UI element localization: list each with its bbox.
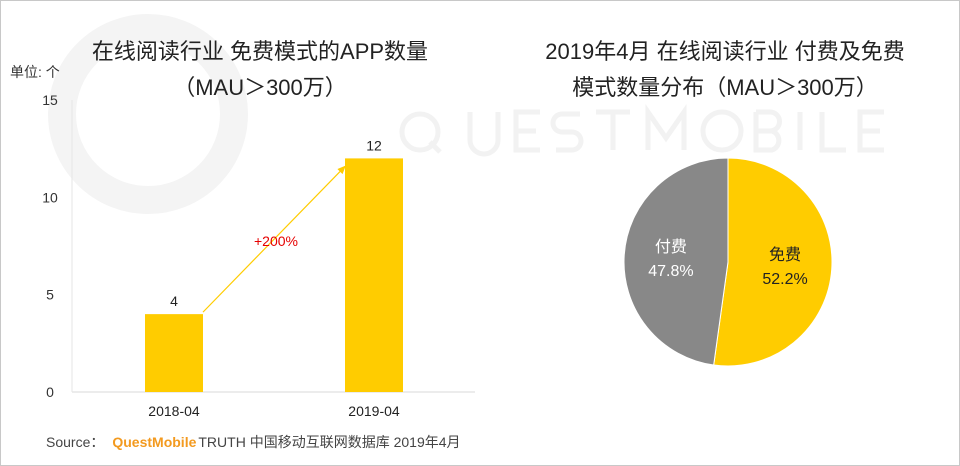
source-prefix: Source： <box>46 434 105 450</box>
unit-label: 单位: 个 <box>10 64 60 80</box>
pie-slice <box>623 157 729 366</box>
y-tick-label: 0 <box>46 384 54 400</box>
growth-annotation: +200% <box>254 233 298 249</box>
source-text: TRUTH 中国移动互联网数据库 2019年4月 <box>198 434 461 450</box>
y-tick-label: 10 <box>42 189 58 205</box>
bar-title-line1: 在线阅读行业 免费模式的APP数量 <box>91 39 429 64</box>
pie-slice-value: 52.2% <box>762 271 807 288</box>
source-brand: QuestMobile <box>112 434 197 450</box>
bar <box>345 158 403 392</box>
pie-title-line1: 2019年4月 在线阅读行业 付费及免费 <box>545 39 905 64</box>
pie-slice-label: 免费 <box>769 246 801 264</box>
bar <box>145 314 203 392</box>
y-tick-label: 5 <box>46 287 54 303</box>
bar-chart-title: 在线阅读行业 免费模式的APP数量 （MAU＞300万） <box>40 34 480 106</box>
pie-slice-value: 47.8% <box>648 263 693 280</box>
bar-value-label: 12 <box>366 137 382 153</box>
source-note: Source： QuestMobile TRUTH 中国移动互联网数据库 2019年… <box>46 432 461 452</box>
x-tick-label: 2019-04 <box>348 403 400 419</box>
growth-arrow <box>202 165 346 313</box>
y-tick-label: 15 <box>42 92 58 108</box>
x-tick-label: 2018-04 <box>148 403 200 419</box>
pie-chart-title: 2019年4月 在线阅读行业 付费及免费 模式数量分布（MAU＞300万） <box>500 34 950 106</box>
bar-value-label: 4 <box>170 293 178 309</box>
pie-title-line2: 模式数量分布（MAU＞300万） <box>572 75 878 100</box>
bar-title-line2: （MAU＞300万） <box>173 75 347 100</box>
pie-slice-label: 付费 <box>655 238 687 256</box>
watermark-graphic <box>399 103 884 157</box>
pie-slice <box>713 157 833 367</box>
